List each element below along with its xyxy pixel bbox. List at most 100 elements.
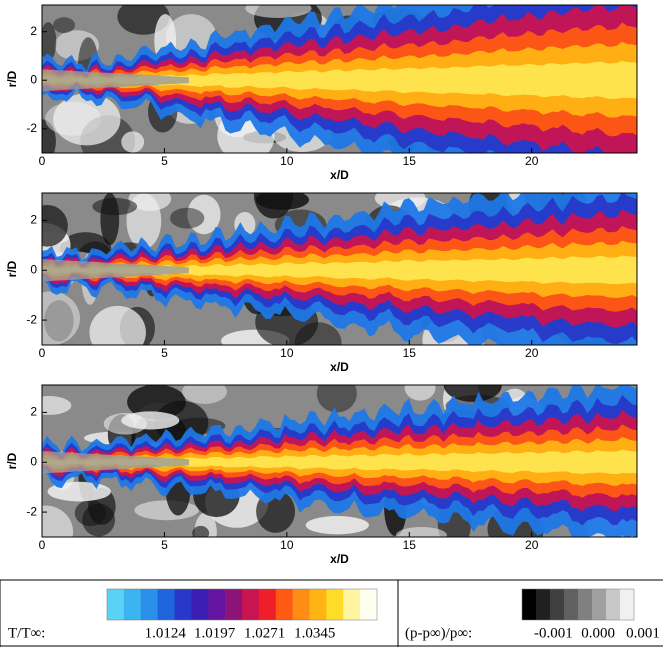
jet-core [42, 259, 189, 282]
jet-plume [42, 60, 637, 99]
colorbar-tick-label: 0.000 [581, 625, 615, 641]
colorbar-swatch [592, 589, 607, 620]
pressure-blob [255, 193, 310, 210]
pressure-blob [42, 396, 72, 415]
colorbar-tick-label: 0.001 [626, 625, 660, 641]
pressure-blob [74, 499, 107, 527]
y-tick-label: -2 [26, 121, 37, 135]
colorbar-swatch [564, 589, 579, 620]
colorbar-swatch [326, 589, 344, 620]
x-tick-label: 20 [525, 346, 539, 360]
pressure-blob [103, 413, 148, 435]
jet-core [42, 69, 189, 92]
x-tick-label: 10 [280, 538, 294, 552]
pressure-blob [404, 385, 436, 401]
x-tick-label: 15 [403, 538, 417, 552]
pressure-blob [245, 5, 312, 18]
plot-frame [41, 384, 638, 538]
pressure-blob [42, 204, 68, 247]
x-tick-label: 15 [403, 346, 417, 360]
colorbar-frame [106, 588, 378, 621]
colorbar-tick-label: 1.0197 [194, 625, 236, 641]
colorbar-swatch [522, 589, 537, 620]
x-tick-label: 0 [39, 538, 46, 552]
colorbar-label: (p-p∞)/p∞: [405, 625, 472, 641]
pressure-blob [42, 291, 81, 345]
colorbar-swatch [208, 589, 226, 620]
y-axis-label: r/D [5, 70, 19, 87]
pressure-blob [305, 516, 369, 535]
pressure-blob [44, 300, 74, 342]
field-plot [42, 385, 637, 537]
pressure-blob [52, 17, 76, 33]
colorbar-swatch [157, 589, 175, 620]
plot-frame [41, 192, 638, 346]
colorbar-swatch [174, 589, 192, 620]
y-tick-label: -2 [26, 504, 37, 518]
field-plot [42, 193, 637, 345]
y-tick-label: 0 [30, 72, 37, 86]
y-tick-label: 2 [30, 405, 37, 419]
x-axis-label: x/D [330, 552, 349, 566]
pressure-blob [182, 385, 227, 404]
colorbar-frame [521, 588, 635, 621]
colorbar-swatch [309, 589, 327, 620]
x-tick-label: 10 [280, 346, 294, 360]
colorbar-swatch [225, 589, 243, 620]
pressure-blob [42, 505, 74, 537]
pressure-blob [42, 119, 56, 153]
pressure-blob [187, 194, 221, 235]
y-tick-label: 0 [30, 262, 37, 276]
colorbar-swatch [578, 589, 593, 620]
jet-plume [42, 255, 637, 285]
x-tick-label: 10 [280, 154, 294, 168]
y-tick-label: 2 [30, 24, 37, 38]
pressure-blob [127, 385, 186, 420]
colorbar-swatch [343, 589, 361, 620]
x-axis-label: x/D [330, 360, 349, 374]
y-axis-label: r/D [5, 260, 19, 277]
colorbar-swatch [242, 589, 260, 620]
x-axis-label: x/D [330, 168, 349, 182]
colorbar-swatch [140, 589, 158, 620]
x-tick-label: 5 [161, 538, 168, 552]
colorbar-swatch [550, 589, 565, 620]
x-tick-label: 20 [525, 154, 539, 168]
pressure-blob [89, 305, 146, 345]
x-tick-label: 20 [525, 538, 539, 552]
y-tick-label: -2 [26, 312, 37, 326]
colorbar-swatch [606, 589, 621, 620]
y-tick-label: 0 [30, 454, 37, 468]
pressure-blob [121, 131, 145, 153]
colorbar-label: T/T∞: [8, 625, 45, 641]
colorbar-swatch [536, 589, 551, 620]
x-tick-label: 0 [39, 154, 46, 168]
y-tick-label: 2 [30, 213, 37, 227]
colorbar-swatch [258, 589, 277, 620]
colorbar-swatch [292, 589, 310, 620]
colorbar-swatch [107, 589, 125, 620]
jet-core [42, 451, 189, 474]
x-tick-label: 5 [161, 346, 168, 360]
colorbar-tick-label: 1.0345 [294, 625, 335, 641]
colorbar-tick-label: 1.0271 [244, 625, 285, 641]
pressure-blob [192, 525, 210, 537]
jet-plume [42, 449, 637, 475]
colorbar-swatch [191, 589, 209, 620]
y-axis-label: r/D [5, 452, 19, 469]
colorbar-tick-label: 1.0124 [145, 625, 187, 641]
pressure-blob [134, 500, 199, 521]
x-tick-label: 5 [161, 154, 168, 168]
colorbar-swatch [275, 589, 293, 620]
colorbar-swatch [123, 589, 142, 620]
x-tick-label: 0 [39, 346, 46, 360]
pressure-blob [316, 385, 357, 413]
legend-box [0, 579, 663, 647]
x-tick-label: 15 [403, 154, 417, 168]
plot-frame [41, 4, 638, 154]
pressure-blob [170, 207, 205, 229]
pressure-blob [53, 93, 121, 146]
pressure-blob [395, 527, 447, 537]
field-plot [42, 5, 637, 153]
